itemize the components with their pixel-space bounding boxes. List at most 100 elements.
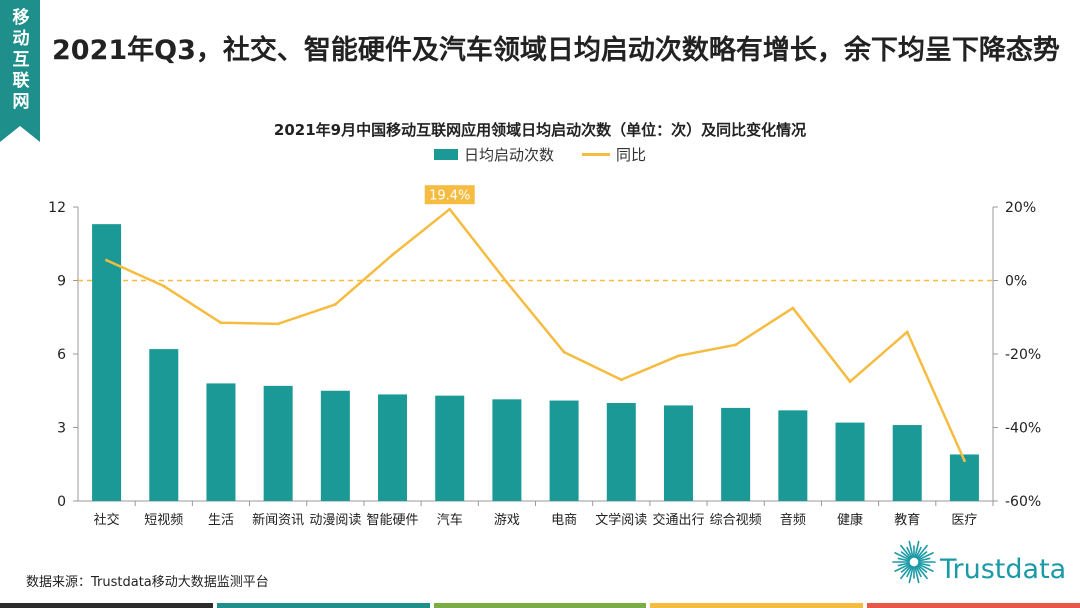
y-left-tick-label: 6 bbox=[57, 347, 66, 363]
sunburst-ray bbox=[906, 546, 913, 559]
y-right-tick-label: 0% bbox=[1005, 274, 1027, 290]
sunburst-icon bbox=[892, 540, 936, 584]
footer-stripe-5 bbox=[867, 603, 1080, 608]
section-tag-label: 移动互联网 bbox=[12, 8, 30, 112]
yoy-point-健康 bbox=[848, 380, 852, 384]
x-tick-label: 汽车 bbox=[437, 512, 463, 528]
legend-swatch-bar bbox=[433, 149, 458, 160]
y-right-tick-label: -60% bbox=[1005, 494, 1041, 510]
y-right-tick-label: -20% bbox=[1005, 347, 1041, 363]
x-tick-label: 文学阅读 bbox=[595, 512, 647, 528]
legend-label-bar: 日均启动次数 bbox=[463, 146, 554, 164]
sunburst-ray bbox=[894, 563, 911, 572]
sunburst-ray bbox=[900, 564, 911, 573]
annotation-label: 19.4% bbox=[429, 189, 470, 204]
yoy-point-汽车 bbox=[448, 207, 452, 211]
yoy-point-文学阅读 bbox=[619, 378, 623, 382]
legend-label-line: 同比 bbox=[616, 146, 647, 164]
x-tick-label: 医疗 bbox=[951, 513, 977, 528]
x-tick-label: 音频 bbox=[780, 512, 806, 528]
yoy-point-电商 bbox=[562, 350, 566, 354]
x-tick-label: 智能硬件 bbox=[367, 513, 419, 528]
footer-stripe-4 bbox=[650, 603, 864, 608]
footer-stripe bbox=[0, 603, 1080, 608]
logo-text: Trustdata bbox=[940, 554, 1067, 585]
legend-swatch-line bbox=[582, 153, 610, 156]
sunburst-ray bbox=[916, 544, 928, 559]
sunburst-ray bbox=[900, 544, 912, 559]
trustdata-logo: Trustdata bbox=[892, 536, 1072, 596]
yoy-point-综合视频 bbox=[734, 343, 738, 347]
bar-教育 bbox=[892, 425, 922, 501]
sunburst-ray bbox=[897, 557, 910, 562]
x-tick-label: 健康 bbox=[837, 512, 863, 528]
bar-交通出行 bbox=[663, 405, 693, 501]
yoy-point-生活 bbox=[219, 321, 223, 325]
yoy-point-医疗 bbox=[962, 459, 966, 463]
yoy-point-智能硬件 bbox=[391, 253, 395, 257]
yoy-point-音频 bbox=[791, 306, 795, 310]
bar-健康 bbox=[835, 422, 865, 501]
sunburst-ray bbox=[908, 566, 914, 584]
y-left-tick-label: 12 bbox=[48, 200, 66, 216]
bar-新闻资讯 bbox=[263, 385, 293, 501]
annotation-box bbox=[424, 185, 475, 205]
bar-动漫阅读 bbox=[320, 390, 350, 501]
sunburst-ray bbox=[906, 565, 913, 578]
y-left-tick-label: 0 bbox=[57, 494, 66, 510]
bar-医疗 bbox=[949, 454, 979, 501]
yoy-point-短视频 bbox=[162, 284, 166, 288]
bar-综合视频 bbox=[721, 407, 751, 501]
chart-legend: 日均启动次数 同比 bbox=[0, 144, 1080, 165]
sunburst-ray bbox=[917, 551, 928, 560]
legend-item-bar: 日均启动次数 bbox=[433, 144, 554, 165]
x-tick-label: 交通出行 bbox=[652, 512, 704, 528]
yoy-point-动漫阅读 bbox=[333, 302, 337, 306]
footer-stripe-3 bbox=[433, 603, 647, 608]
bar-电商 bbox=[549, 400, 579, 501]
x-tick-label: 电商 bbox=[551, 513, 577, 528]
bar-汽车 bbox=[435, 395, 465, 501]
x-tick-label: 游戏 bbox=[494, 513, 520, 528]
sunburst-ray bbox=[917, 564, 928, 573]
y-right-tick-label: 20% bbox=[1005, 200, 1036, 216]
bar-短视频 bbox=[149, 349, 179, 501]
sunburst-ray bbox=[918, 557, 931, 562]
sunburst-ray bbox=[916, 565, 928, 580]
sunburst-ray bbox=[914, 540, 920, 558]
sunburst-ray bbox=[917, 552, 934, 561]
yoy-point-交通出行 bbox=[676, 354, 680, 358]
footer-stripe-2 bbox=[216, 603, 430, 608]
y-left-tick-label: 3 bbox=[57, 421, 66, 437]
chart-title: 2021年9月中国移动互联网应用领域日均启动次数（单位：次）及同比变化情况 bbox=[273, 121, 807, 139]
sunburst-ray bbox=[894, 552, 911, 561]
bar-音频 bbox=[778, 410, 808, 501]
yoy-line bbox=[106, 207, 966, 462]
sunburst-ray bbox=[918, 562, 931, 567]
bar-社交 bbox=[92, 224, 122, 501]
sunburst-ray bbox=[900, 551, 911, 560]
x-tick-label: 短视频 bbox=[144, 513, 183, 528]
bar-智能硬件 bbox=[378, 394, 408, 501]
sunburst-ray bbox=[915, 546, 922, 559]
sunburst-ray bbox=[914, 566, 920, 584]
yoy-point-游戏 bbox=[505, 280, 509, 284]
section-tag-notch bbox=[0, 126, 40, 142]
y-left-tick-label: 9 bbox=[57, 274, 66, 290]
bar-文学阅读 bbox=[606, 403, 636, 501]
x-tick-label: 综合视频 bbox=[710, 513, 762, 528]
x-tick-label: 新闻资讯 bbox=[252, 512, 304, 528]
data-source: 数据来源：Trustdata移动大数据监测平台 bbox=[26, 575, 269, 590]
yoy-point-教育 bbox=[905, 330, 909, 334]
legend-item-line: 同比 bbox=[582, 144, 646, 165]
footer-stripe-1 bbox=[0, 603, 213, 608]
yoy-point-社交 bbox=[105, 258, 109, 262]
sunburst-ray bbox=[908, 540, 914, 558]
sunburst-ray bbox=[900, 565, 912, 580]
x-tick-label: 教育 bbox=[894, 512, 920, 528]
yoy-point-新闻资讯 bbox=[276, 322, 280, 326]
sunburst-ray bbox=[897, 562, 910, 567]
x-tick-label: 生活 bbox=[208, 513, 234, 528]
y-right-tick-label: -40% bbox=[1005, 421, 1041, 437]
